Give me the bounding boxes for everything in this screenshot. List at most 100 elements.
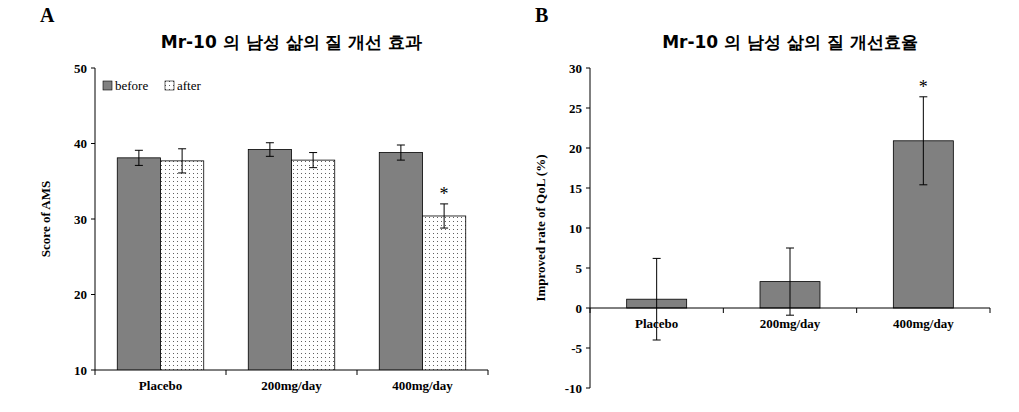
- y-tick-label: 30: [569, 61, 582, 76]
- y-tick: [91, 68, 95, 69]
- x-tick: [226, 370, 227, 375]
- error-cap: [266, 142, 274, 143]
- x-tick: [723, 308, 724, 313]
- error-stem: [923, 97, 924, 185]
- chart-root: A Mr-10 의 남성 삶의 질 개선 효과 Score of AMS 10 20 30…: [0, 0, 1019, 412]
- error-cap: [653, 258, 661, 259]
- bar: [292, 160, 335, 370]
- y-tick-label: -10: [565, 381, 582, 396]
- bar: [423, 216, 466, 370]
- error-cap: [397, 160, 405, 161]
- error-bar: [266, 143, 274, 157]
- error-cap: [135, 150, 143, 151]
- panel: A Mr-10 의 남성 삶의 질 개선 효과 Score of AMS 10 20 30…: [38, 4, 488, 412]
- x-tick-label: 400mg/day: [893, 316, 954, 331]
- panel-label: B: [535, 4, 548, 26]
- x-tick-label: 200mg/day: [760, 316, 821, 331]
- marks: [117, 143, 465, 370]
- y-tick-label: 5: [576, 261, 583, 276]
- x-axis-line: [95, 370, 488, 371]
- y-tick-label: 10: [569, 221, 582, 236]
- x-tick-label: Placebo: [139, 378, 182, 393]
- y-tick: [91, 294, 95, 295]
- chart-title: Mr-10 의 남성 삶의 질 개선효율: [662, 32, 918, 52]
- y-tick: [91, 370, 95, 371]
- y-tick: [586, 268, 590, 269]
- error-cap: [178, 148, 186, 149]
- annotations: *: [440, 184, 449, 204]
- error-cap: [178, 172, 186, 173]
- chart-title: Mr-10 의 남성 삶의 질 개선 효과: [161, 32, 423, 52]
- x-tick-label: Placebo: [635, 316, 678, 331]
- significance-mark: *: [440, 184, 449, 204]
- significance-mark: *: [919, 77, 928, 97]
- error-cap: [786, 248, 794, 249]
- error-cap: [266, 156, 274, 157]
- x-tick-label: 400mg/day: [392, 378, 453, 393]
- error-stem: [313, 153, 314, 168]
- bar: [248, 150, 291, 370]
- error-cap: [309, 167, 317, 168]
- error-cap: [309, 152, 317, 153]
- x-tick: [357, 370, 358, 375]
- error-bar: [786, 248, 794, 315]
- bar: [379, 153, 422, 370]
- error-cap: [653, 340, 661, 341]
- error-bar: [309, 153, 317, 168]
- y-tick-label: 30: [74, 212, 87, 227]
- panel: BMr-10 의 남성 삶의 질 개선효율Improved rate of Qo…: [533, 4, 990, 396]
- y-tick: [91, 143, 95, 144]
- y-tick: [586, 188, 590, 189]
- error-cap: [397, 145, 405, 146]
- error-stem: [138, 150, 139, 165]
- y-tick: [586, 108, 590, 109]
- y-tick: [586, 348, 590, 349]
- bar: [117, 158, 160, 370]
- y-tick: [586, 388, 590, 389]
- bar: [161, 161, 204, 370]
- x-tick: [488, 370, 489, 375]
- y-tick-label: 25: [569, 101, 583, 116]
- x-tick-label: 200mg/day: [261, 378, 322, 393]
- y-tick-label: 40: [74, 136, 87, 151]
- error-stem: [182, 149, 183, 173]
- error-bar: [397, 145, 405, 160]
- error-bar: [178, 149, 186, 173]
- error-bar: [135, 150, 143, 165]
- legend-swatch: [165, 81, 174, 90]
- error-stem: [269, 143, 270, 157]
- error-bar: [919, 97, 927, 185]
- legend-label: after: [177, 78, 201, 93]
- error-stem: [400, 145, 401, 160]
- error-cap: [919, 184, 927, 185]
- x-tick: [856, 308, 857, 313]
- y-tick-label: 20: [74, 287, 87, 302]
- y-tick-label: 20: [569, 141, 582, 156]
- legend-label: before: [115, 78, 148, 93]
- error-cap: [135, 165, 143, 166]
- x-axis-line: [590, 308, 990, 309]
- y-tick-label: -5: [571, 341, 582, 356]
- panel-label: A: [40, 4, 55, 26]
- y-tick: [91, 219, 95, 220]
- legend-swatch: [103, 81, 112, 90]
- y-tick: [586, 148, 590, 149]
- legend: before after: [103, 78, 201, 93]
- y-tick: [586, 308, 590, 309]
- error-bar: [440, 204, 448, 228]
- error-stem: [444, 204, 445, 228]
- error-stem: [790, 248, 791, 315]
- y-tick-label: 15: [569, 181, 583, 196]
- x-tick: [990, 308, 991, 313]
- error-cap: [440, 228, 448, 229]
- y-tick: [586, 68, 590, 69]
- annotations: *: [919, 77, 928, 97]
- y-tick: [586, 228, 590, 229]
- chart-svg: A Mr-10 의 남성 삶의 질 개선 효과 Score of AMS 10 20 30…: [0, 0, 1019, 412]
- x-tick: [590, 308, 591, 313]
- y-tick-label: 10: [74, 363, 87, 378]
- y-axis-label: Score of AMS: [38, 181, 53, 257]
- y-tick-label: 50: [74, 61, 87, 76]
- marks: [627, 97, 954, 340]
- x-tick: [95, 370, 96, 375]
